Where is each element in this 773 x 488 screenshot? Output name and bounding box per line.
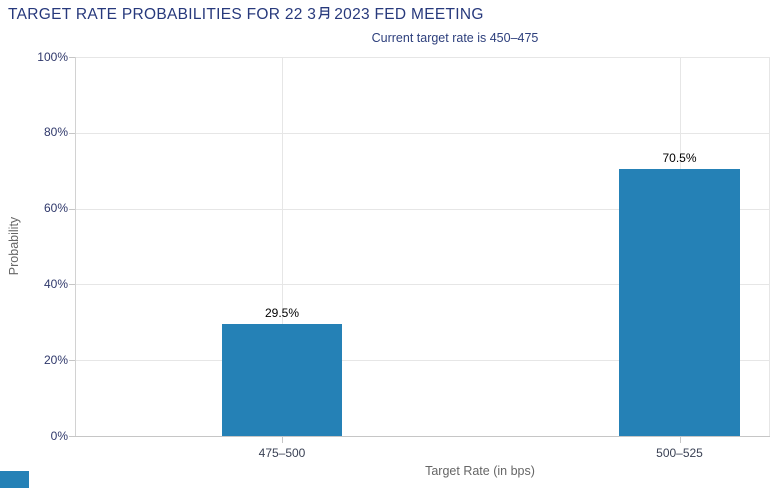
y-gridline [75,360,769,362]
y-tick-mark [69,360,75,362]
y-tick-mark [69,208,75,210]
y-gridline [75,284,769,286]
y-gridline [75,132,769,134]
y-axis-line [75,57,76,436]
x-tick-mark [282,437,283,443]
y-tick-mark [69,436,75,437]
y-axis-title: Probability [7,216,21,276]
y-tick-mark [69,132,75,134]
y-tick-label: 80% [43,125,68,140]
y-tick-label: 20% [43,352,68,367]
month-kanji-glyph-icon [316,6,334,23]
chart-title: TARGET RATE PROBABILITIES FOR 22 3 2023 … [8,5,484,24]
y-tick-mark [69,57,75,58]
bottom-left-blue-fragment[interactable] [0,471,29,488]
y-gridline [75,208,769,210]
plot-right-border [769,57,770,436]
x-category-label: 500–525 [656,446,703,460]
chart-title-part2: 2023 FED MEETING [334,6,484,23]
y-tick-label: 60% [43,201,68,216]
x-axis-title: Target Rate (in bps) [425,464,535,478]
y-tick-label: 0% [50,428,68,443]
y-tick-label: 40% [43,276,68,291]
x-gridline [282,57,283,436]
chart-title-part1: TARGET RATE PROBABILITIES FOR 22 3 [8,6,317,23]
x-tick-mark [679,437,681,443]
y-gridline [75,57,769,58]
bar-value-label: 70.5% [662,150,697,165]
probability-bar[interactable] [619,168,740,436]
x-axis-line [75,436,770,437]
chart-subtitle: Current target rate is 450–475 [371,31,539,45]
probability-bar[interactable] [222,324,342,436]
y-tick-label: 100% [37,49,68,64]
bar-value-label: 29.5% [264,306,300,321]
y-tick-mark [69,284,75,286]
x-category-label: 475–500 [258,446,306,460]
